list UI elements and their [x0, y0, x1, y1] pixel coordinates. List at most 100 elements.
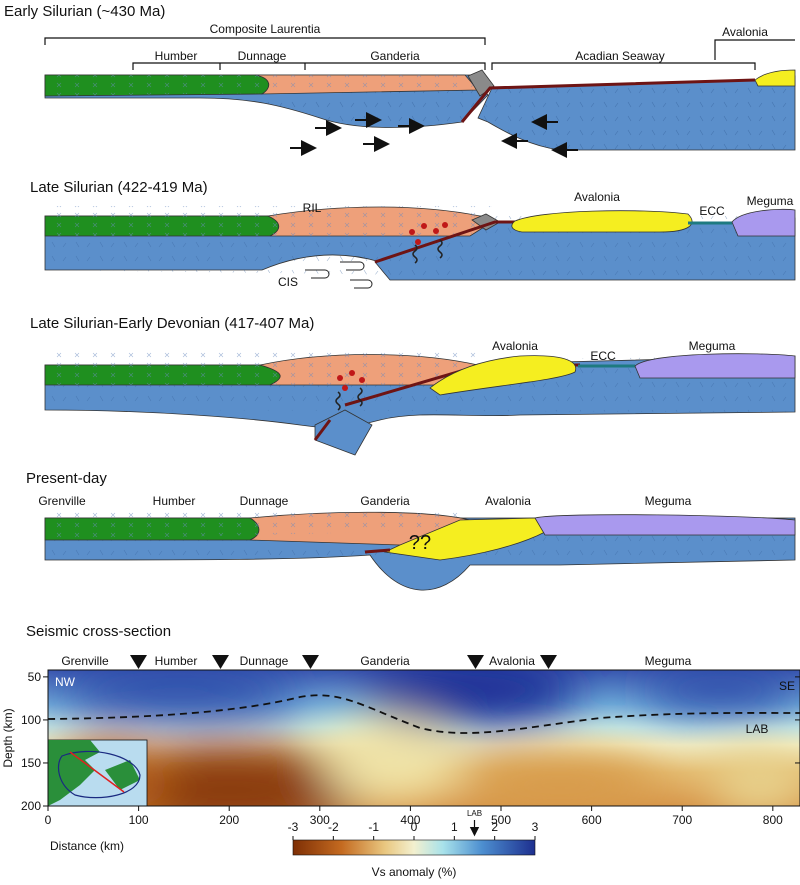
y-tick-label: 200: [21, 799, 41, 813]
shape: [48, 740, 140, 806]
panel-title: Present-day: [26, 470, 107, 487]
label: RIL: [303, 201, 322, 215]
corner-label: SE: [779, 679, 795, 693]
panel-title: Early Silurian (~430 Ma): [4, 3, 165, 20]
shape: [60, 670, 300, 715]
label: Dunnage: [240, 494, 289, 508]
shape: [45, 510, 470, 540]
x-tick-label: 700: [672, 813, 692, 827]
lab-marker-label: LAB: [467, 809, 482, 818]
lab-label: LAB: [746, 722, 769, 736]
y-tick-label: 100: [21, 713, 41, 727]
shape: [511, 210, 693, 233]
shape: [731, 208, 796, 237]
shape: [409, 229, 415, 235]
bracket-label: Acadian Seaway: [575, 49, 664, 63]
label: ECC: [699, 204, 725, 218]
x-tick-label: 800: [763, 813, 783, 827]
colorbar-label: Vs anomaly (%): [372, 865, 457, 879]
panel-title: Late Silurian (422-419 Ma): [30, 179, 208, 196]
shape: [442, 222, 448, 228]
x-tick-label: 600: [582, 813, 602, 827]
label: Avalonia: [574, 190, 620, 204]
label: Meguma: [689, 339, 736, 353]
label: Meguma: [747, 194, 794, 208]
label: Ganderia: [360, 494, 410, 508]
shape: [534, 514, 796, 536]
colorbar-tick-label: 0: [411, 820, 418, 834]
colorbar-tick-label: 2: [491, 820, 498, 834]
bracket-label: Ganderia: [370, 49, 420, 63]
label: Avalonia: [492, 339, 538, 353]
x-tick-label: 300: [310, 813, 330, 827]
shape: [460, 78, 756, 123]
colorbar-tick-label: -2: [328, 820, 339, 834]
shape: [634, 353, 796, 379]
shape: [305, 261, 373, 289]
plot-frame: [47, 669, 800, 807]
shape: [337, 375, 343, 381]
shape: [342, 385, 348, 391]
bracket: [44, 37, 486, 45]
label: CIS: [278, 275, 298, 289]
shape: [302, 655, 319, 669]
shape: [478, 76, 795, 150]
shape: [754, 69, 796, 87]
shape: [540, 655, 557, 669]
shape: [360, 670, 580, 725]
bracket-label: Dunnage: [238, 49, 287, 63]
colorbar-tick-label: 3: [532, 820, 539, 834]
panel-late-silurian-early-devonian: Late Silurian-Early Devonian (417-407 Ma…: [30, 315, 796, 456]
shape: [412, 239, 443, 264]
terrane-label: Ganderia: [360, 654, 410, 668]
shape: [415, 239, 421, 245]
shape: [349, 370, 355, 376]
shape: [429, 355, 577, 396]
colorbar-tick-label: -1: [368, 820, 379, 834]
shape: [433, 228, 439, 234]
x-axis-label: Distance (km): [50, 839, 124, 853]
shape: [130, 655, 147, 669]
shape: [335, 387, 363, 411]
y-axis-label: Depth (km): [1, 708, 15, 767]
shape: [320, 720, 460, 800]
shape: [460, 755, 660, 806]
colorbar-tick-label: 1: [451, 820, 458, 834]
label: Meguma: [645, 494, 692, 508]
x-tick-label: 400: [400, 813, 420, 827]
group: [337, 370, 365, 391]
colorbar: [292, 839, 536, 856]
terrane-label: Meguma: [645, 654, 692, 668]
bracket-label: Avalonia: [722, 25, 768, 39]
colorbar-tick-label: -3: [288, 820, 299, 834]
bracket-label: Humber: [155, 49, 198, 63]
corner-label: NW: [55, 675, 76, 689]
panel-present-day: Present-day Grenville Humber Dunnage Gan…: [26, 470, 796, 591]
shape: [359, 377, 365, 383]
shape: [45, 206, 492, 236]
terrane-label: Avalonia: [489, 654, 535, 668]
label: Avalonia: [485, 494, 531, 508]
velocity-map: [48, 670, 800, 806]
group: [409, 222, 448, 245]
seismic-section: Seismic cross-section Grenville Humber D…: [1, 623, 800, 879]
shape: [640, 670, 800, 712]
terrane-label: Grenville: [61, 654, 109, 668]
label: Humber: [153, 494, 196, 508]
x-tick-label: 200: [219, 813, 239, 827]
x-tick-label: 0: [45, 813, 52, 827]
bracket-label: Composite Laurentia: [210, 22, 321, 36]
terrane-label: Dunnage: [240, 654, 289, 668]
x-tick-label: 500: [491, 813, 511, 827]
panel-late-silurian: Late Silurian (422-419 Ma) RIL CIS Avalo…: [30, 179, 796, 289]
y-tick-label: 150: [21, 756, 41, 770]
shape: [421, 223, 427, 229]
label: ??: [409, 532, 431, 554]
section-title: Seismic cross-section: [26, 623, 171, 640]
shape: [374, 220, 515, 264]
panel-early-silurian: Early Silurian (~430 Ma) Composite Laure…: [4, 3, 796, 158]
x-tick-label: 100: [129, 813, 149, 827]
shape: [69, 751, 125, 793]
group: [290, 112, 578, 158]
